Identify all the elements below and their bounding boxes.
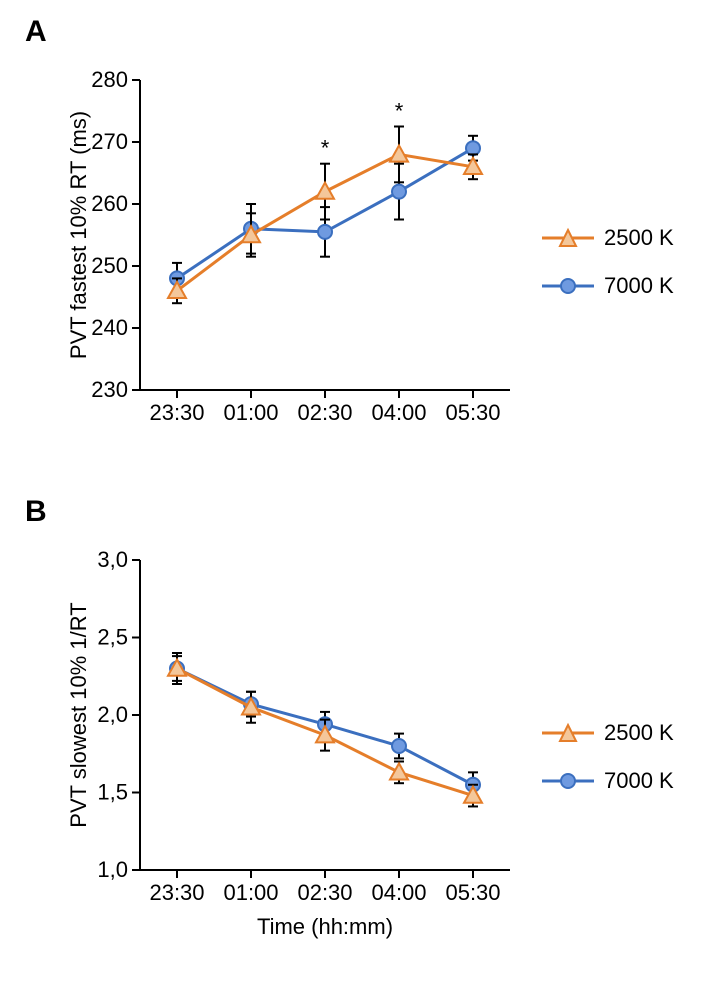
svg-text:23:30: 23:30 xyxy=(149,400,204,425)
svg-text:02:30: 02:30 xyxy=(297,400,352,425)
panel-b-svg: 1,0 1,5 2,0 2,5 3,0 23:30 01:00 02:30 04:00 05:30… xyxy=(50,540,520,960)
svg-text:260: 260 xyxy=(91,191,128,216)
panel-b-chart: 1,0 1,5 2,0 2,5 3,0 23:30 01:00 02:30 04:00 05:30… xyxy=(50,540,520,960)
legend-swatch-7000k xyxy=(540,274,596,298)
svg-text:2,5: 2,5 xyxy=(97,625,128,650)
svg-text:23:30: 23:30 xyxy=(149,880,204,905)
svg-text:Time (hh:mm): Time (hh:mm) xyxy=(257,914,393,939)
svg-text:01:00: 01:00 xyxy=(223,880,278,905)
svg-text:280: 280 xyxy=(91,67,128,92)
panel-b-legend: 2500 K 7000 K xyxy=(540,720,674,816)
svg-text:230: 230 xyxy=(91,377,128,402)
svg-text:05:30: 05:30 xyxy=(445,400,500,425)
svg-text:05:30: 05:30 xyxy=(445,880,500,905)
panel-a-legend: 2500 K 7000 K xyxy=(540,225,674,321)
legend-label-b-7000k: 7000 K xyxy=(604,768,674,794)
svg-text:*: * xyxy=(321,136,330,161)
svg-text:2,0: 2,0 xyxy=(97,702,128,727)
panel-a-svg: 230 240 250 260 270 280 23:30 01:00 02:30 04:00 05… xyxy=(50,60,520,440)
page: A 230 240 250 260 270 280 23:30 01:00 02:30 04:00… xyxy=(0,0,725,991)
legend-item-b-2500k: 2500 K xyxy=(540,720,674,746)
legend-label-2500k: 2500 K xyxy=(604,225,674,251)
svg-text:1,5: 1,5 xyxy=(97,780,128,805)
svg-text:250: 250 xyxy=(91,253,128,278)
svg-text:PVT fastest 10% RT (ms): PVT fastest 10% RT (ms) xyxy=(66,111,91,359)
svg-text:01:00: 01:00 xyxy=(223,400,278,425)
svg-text:04:00: 04:00 xyxy=(371,880,426,905)
legend-item-2500k: 2500 K xyxy=(540,225,674,251)
svg-text:270: 270 xyxy=(91,129,128,154)
legend-label-7000k: 7000 K xyxy=(604,273,674,299)
svg-text:1,0: 1,0 xyxy=(97,857,128,882)
legend-swatch-2500k xyxy=(540,226,596,250)
svg-text:02:30: 02:30 xyxy=(297,880,352,905)
legend-item-7000k: 7000 K xyxy=(540,273,674,299)
legend-swatch-b-7000k xyxy=(540,769,596,793)
panel-a-label: A xyxy=(25,15,47,49)
svg-text:240: 240 xyxy=(91,315,128,340)
panel-b-label: B xyxy=(25,495,47,529)
panel-a-chart: 230 240 250 260 270 280 23:30 01:00 02:30 04:00 05… xyxy=(50,60,520,440)
legend-label-b-2500k: 2500 K xyxy=(604,720,674,746)
legend-item-b-7000k: 7000 K xyxy=(540,768,674,794)
legend-swatch-b-2500k xyxy=(540,721,596,745)
svg-text:04:00: 04:00 xyxy=(371,400,426,425)
svg-text:PVT slowest 10% 1/RT: PVT slowest 10% 1/RT xyxy=(66,602,91,827)
svg-text:3,0: 3,0 xyxy=(97,547,128,572)
svg-text:*: * xyxy=(395,99,404,124)
